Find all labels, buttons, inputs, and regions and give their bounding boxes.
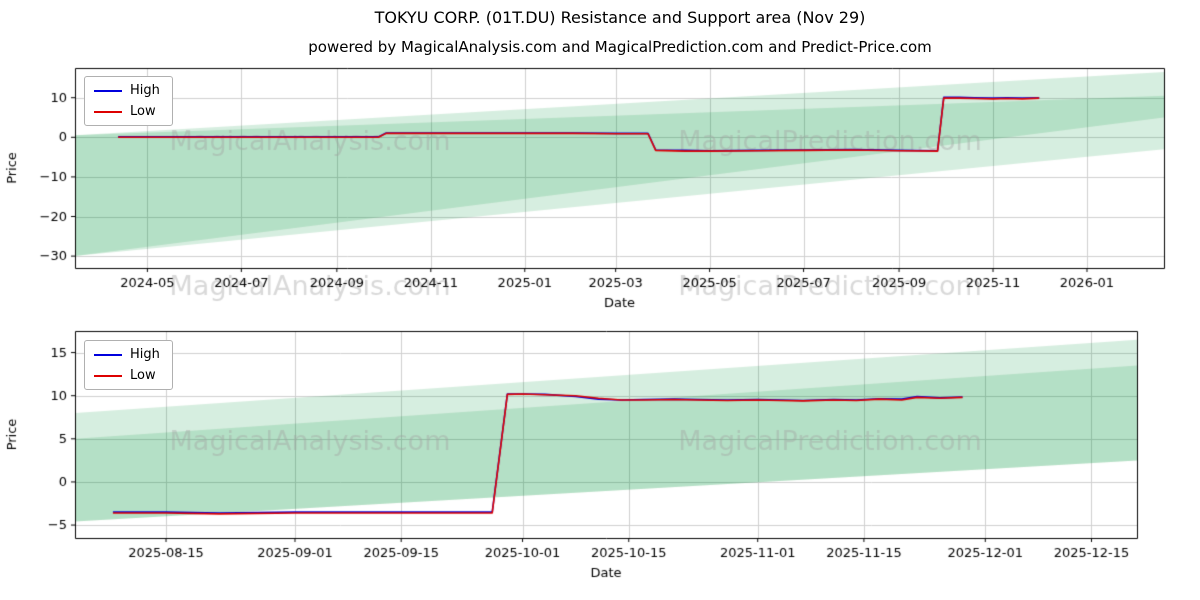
low-line-swatch bbox=[94, 374, 122, 377]
chart-subtitle: powered by MagicalAnalysis.com and Magic… bbox=[308, 38, 932, 56]
chart-title: TOKYU CORP. (01T.DU) Resistance and Supp… bbox=[374, 8, 866, 27]
legend-label-high: High bbox=[130, 83, 160, 98]
high-line-swatch bbox=[94, 353, 122, 356]
legend-label-low: Low bbox=[130, 104, 156, 119]
bottom-price-chart-canvas bbox=[0, 323, 1200, 600]
high-line-swatch bbox=[94, 89, 122, 92]
legend-label-low: Low bbox=[130, 368, 156, 383]
bottom-chart-legend: High Low bbox=[84, 340, 173, 390]
legend-item-high: High bbox=[94, 348, 160, 361]
legend-label-high: High bbox=[130, 347, 160, 362]
legend-item-low: Low bbox=[94, 369, 160, 382]
legend-item-low: Low bbox=[94, 105, 160, 118]
legend-item-high: High bbox=[94, 84, 160, 97]
top-chart-legend: High Low bbox=[84, 76, 173, 126]
low-line-swatch bbox=[94, 110, 122, 113]
top-price-chart-canvas bbox=[0, 58, 1200, 323]
